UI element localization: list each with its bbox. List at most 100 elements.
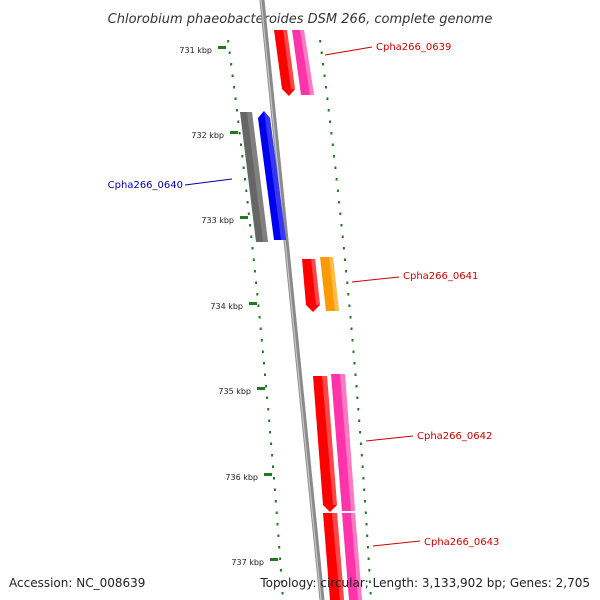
tick-label: 736 kbp <box>225 473 258 482</box>
gene-label-text: Cpha266_0639 <box>376 42 451 53</box>
guide-dot <box>326 97 329 100</box>
guide-dot <box>273 488 276 491</box>
guide-dot <box>339 212 342 215</box>
guide-dot <box>259 327 262 330</box>
guide-dot <box>367 557 370 560</box>
gene-label-cpha266-0642[interactable]: Cpha266_0642 <box>365 431 492 442</box>
gene-cpha266-0639-red[interactable] <box>274 30 295 96</box>
guide-dot <box>330 132 333 135</box>
guide-dot <box>353 362 356 365</box>
guide-dot <box>280 580 283 583</box>
guide-dot <box>238 132 241 135</box>
guide-dot <box>231 74 234 77</box>
guide-dot <box>348 304 351 307</box>
gene-label-cpha266-0641[interactable]: Cpha266_0641 <box>351 271 478 283</box>
map-title: Chlorobium phaeobacteroides DSM 266, com… <box>108 12 493 27</box>
guide-dots <box>227 40 372 595</box>
guide-dot <box>338 201 341 204</box>
guide-dot <box>364 511 367 514</box>
guide-dot <box>354 373 357 376</box>
guide-dot <box>325 86 327 89</box>
guide-dot <box>365 523 368 526</box>
guide-dot <box>334 166 337 169</box>
gene-label-cpha266-0640[interactable]: Cpha266_0640 <box>108 178 233 191</box>
guide-dot <box>322 63 325 66</box>
guide-dot <box>364 500 366 503</box>
gene-cpha266-0643[interactable] <box>342 513 362 600</box>
guide-dot <box>331 143 334 146</box>
guide-dot <box>333 155 336 158</box>
guide-dot <box>253 270 256 273</box>
guide-dot <box>275 511 278 514</box>
guide-dot <box>360 454 363 457</box>
guide-dot <box>266 396 269 399</box>
guide-dot <box>252 258 255 261</box>
tick-734: 734 kbp <box>210 302 257 311</box>
guide-dot <box>346 281 349 284</box>
tick-732: 732 kbp <box>191 131 238 140</box>
gene-label-cpha266-0639[interactable]: Cpha266_0639 <box>324 42 451 56</box>
tick-label: 734 kbp <box>210 302 243 311</box>
guide-dot <box>345 270 348 273</box>
guide-dot <box>249 224 252 227</box>
guide-dot <box>267 408 270 411</box>
guide-dot <box>260 339 263 342</box>
guide-dot <box>349 316 352 319</box>
guide-dot <box>323 74 326 77</box>
gene-cpha266-0640-gray[interactable] <box>240 112 268 242</box>
tick-737: 737 kbp <box>231 558 278 567</box>
gene-label-text: Cpha266_0643 <box>424 537 499 548</box>
gene-label-cpha266-0643[interactable]: Cpha266_0643 <box>372 537 499 548</box>
guide-dot <box>336 189 339 192</box>
guide-dot <box>246 201 249 204</box>
guide-dot <box>369 592 372 595</box>
guide-dot <box>237 120 240 123</box>
guide-dot <box>241 155 244 158</box>
guide-dot <box>261 350 264 353</box>
guide-dot <box>264 373 266 376</box>
guide-dot <box>272 465 274 468</box>
guide-dot <box>342 247 345 250</box>
guide-dot <box>357 408 360 411</box>
gene-label-text: Cpha266_0640 <box>108 180 183 191</box>
guide-dot <box>359 442 362 445</box>
guide-dot <box>350 327 353 330</box>
guide-dot <box>319 40 322 43</box>
guide-dot <box>240 143 242 146</box>
gene-cpha266-0641[interactable] <box>320 257 339 311</box>
guide-dot <box>359 431 362 434</box>
guide-dot <box>251 247 254 250</box>
guide-dot <box>230 63 233 66</box>
gene-label-text: Cpha266_0642 <box>417 431 492 442</box>
gene-label-text: Cpha266_0641 <box>403 271 478 282</box>
guide-dot <box>351 339 354 342</box>
guide-dot <box>269 431 272 434</box>
tick-label: 733 kbp <box>201 216 234 225</box>
genome-backbone-highlight <box>260 0 322 600</box>
guide-dot <box>355 385 358 388</box>
guide-dot <box>341 235 344 238</box>
guide-dot <box>329 120 332 123</box>
guide-dot <box>242 166 245 169</box>
guide-dot <box>347 293 350 296</box>
gene-cpha266-0642[interactable] <box>331 374 355 511</box>
guide-dot <box>366 546 369 549</box>
tick-735: 735 kbp <box>218 387 265 396</box>
accession-label: Accession: NC_008639 <box>9 576 145 590</box>
guide-dot <box>368 580 371 583</box>
guide-dot <box>279 569 282 572</box>
tick-label: 737 kbp <box>231 558 264 567</box>
guide-dot <box>247 212 250 215</box>
guide-dot <box>363 488 366 491</box>
guide-dot <box>265 385 268 388</box>
guide-dot <box>340 224 343 227</box>
gene-cpha266-0643-red[interactable] <box>323 513 344 600</box>
guide-dot <box>277 534 280 537</box>
gene-cpha266-0639[interactable] <box>292 30 314 95</box>
gene-cpha266-0641-red[interactable] <box>302 259 320 312</box>
gene-cpha266-0640[interactable] <box>258 111 286 240</box>
genome-summary: Topology: circular; Length: 3,133,902 bp… <box>259 576 590 590</box>
guide-dot <box>227 40 230 43</box>
guide-dot <box>344 258 346 261</box>
gene-cpha266-0642-red[interactable] <box>313 376 337 512</box>
